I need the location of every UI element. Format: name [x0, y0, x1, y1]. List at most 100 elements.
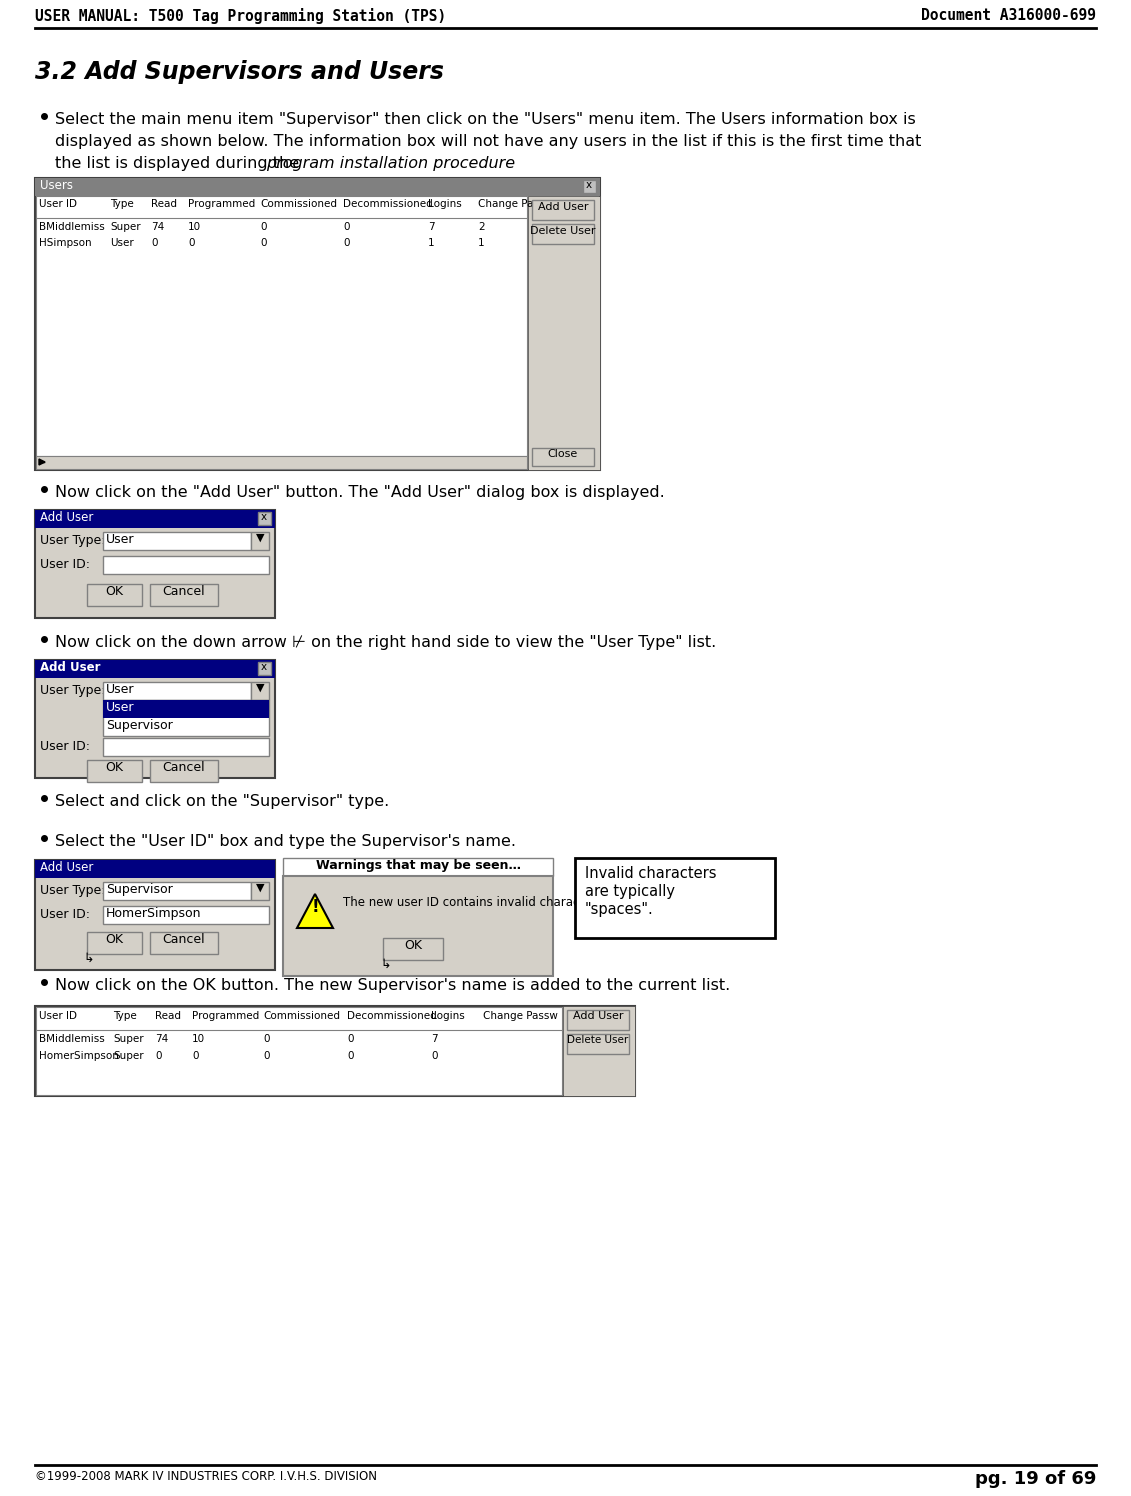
- Bar: [283, 877, 553, 975]
- Text: pg. 19 of 69: pg. 19 of 69: [975, 1471, 1096, 1489]
- Text: are typically: are typically: [585, 884, 675, 899]
- Bar: [103, 682, 251, 700]
- Bar: [528, 196, 601, 470]
- Polygon shape: [297, 895, 333, 928]
- Text: BMiddlemiss: BMiddlemiss: [38, 1034, 105, 1044]
- Bar: [532, 200, 594, 220]
- Text: 0: 0: [264, 1034, 269, 1044]
- Text: Super: Super: [113, 1034, 144, 1044]
- Text: displayed as shown below. The information box will not have any users in the lis: displayed as shown below. The informatio…: [55, 135, 922, 150]
- Text: OK: OK: [105, 585, 123, 598]
- Text: Select and click on the "Supervisor" type.: Select and click on the "Supervisor" typ…: [55, 794, 389, 809]
- Text: Add User: Add User: [40, 862, 94, 874]
- Text: ↳: ↳: [380, 957, 390, 971]
- Text: User ID:: User ID:: [40, 558, 90, 571]
- Bar: [35, 860, 275, 969]
- Text: HomerSimpson: HomerSimpson: [38, 1052, 119, 1061]
- Text: 1: 1: [428, 238, 434, 248]
- Bar: [150, 583, 218, 606]
- Text: Super: Super: [110, 221, 140, 232]
- Text: Super: Super: [113, 1052, 144, 1061]
- Text: 2: 2: [478, 221, 484, 232]
- Text: Now click on the OK button. The new Supervisor's name is added to the current li: Now click on the OK button. The new Supe…: [55, 978, 731, 993]
- Text: User: User: [106, 533, 135, 546]
- Bar: [258, 512, 271, 525]
- Text: 0: 0: [260, 221, 267, 232]
- Text: 1: 1: [478, 238, 484, 248]
- Bar: [575, 859, 775, 938]
- Text: x: x: [261, 512, 267, 522]
- Text: 3.2 Add Supervisors and Users: 3.2 Add Supervisors and Users: [35, 60, 444, 84]
- Bar: [563, 1005, 634, 1097]
- Bar: [35, 660, 275, 678]
- Text: User ID:: User ID:: [40, 741, 90, 752]
- Text: User Type:: User Type:: [40, 534, 105, 548]
- Text: Change Passwo: Change Passwo: [478, 199, 559, 209]
- Bar: [103, 533, 251, 551]
- Text: Now click on the "Add User" button. The "Add User" dialog box is displayed.: Now click on the "Add User" button. The …: [55, 485, 665, 500]
- Text: x: x: [586, 180, 592, 190]
- Bar: [36, 456, 527, 470]
- Text: Type: Type: [110, 199, 133, 209]
- Text: Programmed: Programmed: [188, 199, 256, 209]
- Text: Logins: Logins: [428, 199, 461, 209]
- Text: 0: 0: [155, 1052, 162, 1061]
- Bar: [532, 224, 594, 244]
- Text: Change Passw: Change Passw: [483, 1011, 558, 1020]
- Bar: [35, 1005, 634, 1097]
- Bar: [35, 178, 601, 470]
- Text: Delete User: Delete User: [568, 1035, 629, 1046]
- Text: Decommissioned: Decommissioned: [343, 199, 433, 209]
- Text: 0: 0: [152, 238, 157, 248]
- Text: Type: Type: [113, 1011, 137, 1020]
- Bar: [532, 447, 594, 465]
- Text: HSimpson: HSimpson: [38, 238, 92, 248]
- Bar: [150, 760, 218, 782]
- Text: !: !: [311, 898, 319, 916]
- Text: User Type:: User Type:: [40, 884, 105, 898]
- Bar: [103, 557, 269, 574]
- Text: User: User: [106, 684, 135, 696]
- Text: Commissioned: Commissioned: [260, 199, 337, 209]
- Text: Decommissioned: Decommissioned: [347, 1011, 437, 1020]
- Text: Now click on the down arrow ⊬ on the right hand side to view the "User Type" lis: Now click on the down arrow ⊬ on the rig…: [55, 634, 716, 649]
- Bar: [103, 700, 269, 736]
- Text: Invalid characters: Invalid characters: [585, 866, 717, 881]
- Text: x: x: [261, 663, 267, 672]
- Text: Add User: Add User: [537, 202, 588, 212]
- Bar: [103, 700, 269, 718]
- Text: OK: OK: [105, 934, 123, 945]
- Text: Commissioned: Commissioned: [264, 1011, 340, 1020]
- Text: the list is displayed during the: the list is displayed during the: [55, 156, 304, 171]
- Text: ©1999-2008 MARK IV INDUSTRIES CORP. I.V.H.S. DIVISION: ©1999-2008 MARK IV INDUSTRIES CORP. I.V.…: [35, 1471, 377, 1483]
- Text: 0: 0: [343, 221, 349, 232]
- Text: User ID: User ID: [38, 199, 77, 209]
- Text: Read: Read: [152, 199, 176, 209]
- Text: 0: 0: [347, 1034, 354, 1044]
- Text: "spaces".: "spaces".: [585, 902, 654, 917]
- Text: OK: OK: [404, 939, 422, 951]
- Text: OK: OK: [105, 761, 123, 773]
- Text: Cancel: Cancel: [163, 934, 206, 945]
- Text: Add User: Add User: [40, 661, 101, 675]
- Bar: [103, 883, 251, 901]
- Bar: [251, 533, 269, 551]
- Text: 0: 0: [192, 1052, 199, 1061]
- Text: User Type:: User Type:: [40, 684, 105, 697]
- Bar: [87, 932, 143, 954]
- Bar: [150, 932, 218, 954]
- Bar: [258, 663, 271, 675]
- Text: 0: 0: [260, 238, 267, 248]
- Text: 0: 0: [188, 238, 195, 248]
- Text: 0: 0: [264, 1052, 269, 1061]
- Bar: [35, 860, 275, 878]
- Text: 0: 0: [347, 1052, 354, 1061]
- Text: ↳: ↳: [83, 951, 94, 965]
- Bar: [582, 180, 596, 193]
- Text: Cancel: Cancel: [163, 585, 206, 598]
- Bar: [383, 938, 443, 960]
- Bar: [251, 682, 269, 700]
- Bar: [87, 583, 143, 606]
- Text: 10: 10: [188, 221, 201, 232]
- Text: Delete User: Delete User: [530, 226, 596, 236]
